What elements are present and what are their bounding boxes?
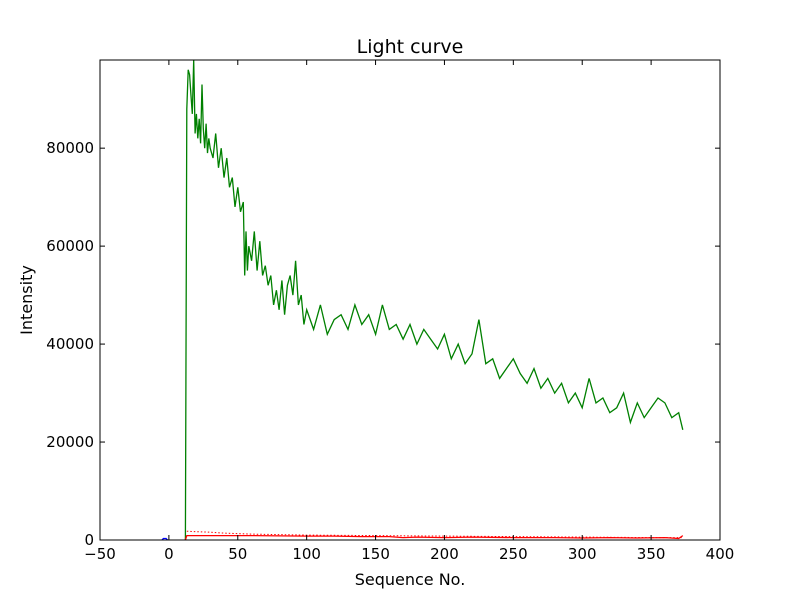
x-tick-label: 300 [568, 545, 597, 563]
x-tick-label: 150 [361, 545, 390, 563]
series-line-2 [184, 534, 684, 540]
y-tick-label: 20000 [46, 433, 94, 451]
series-layer [161, 60, 684, 540]
y-axis-label: Intensity [17, 265, 36, 335]
series-line-4 [161, 537, 168, 540]
x-tick-label: 350 [637, 545, 666, 563]
x-tick-label: 200 [430, 545, 459, 563]
y-tick-label: 60000 [46, 237, 94, 255]
x-tick-label: 400 [706, 545, 735, 563]
x-tick-label: 50 [228, 545, 247, 563]
x-axis-label: Sequence No. [355, 570, 466, 589]
series-line-3 [186, 530, 683, 539]
y-tick-label: 0 [84, 531, 94, 549]
chart-title: Light curve [357, 36, 464, 58]
series-line-1 [184, 60, 684, 540]
x-tick-label: 0 [164, 545, 174, 563]
ticks-layer: −50 0 50 100 150 200 250 300 350 4000200004000060… [46, 60, 734, 563]
y-tick-label: 40000 [46, 335, 94, 353]
y-tick-label: 80000 [46, 139, 94, 157]
x-tick-label: 250 [499, 545, 528, 563]
plot-frame [99, 59, 721, 541]
x-tick-label: −50 [84, 545, 116, 563]
x-tick-label: 100 [292, 545, 321, 563]
